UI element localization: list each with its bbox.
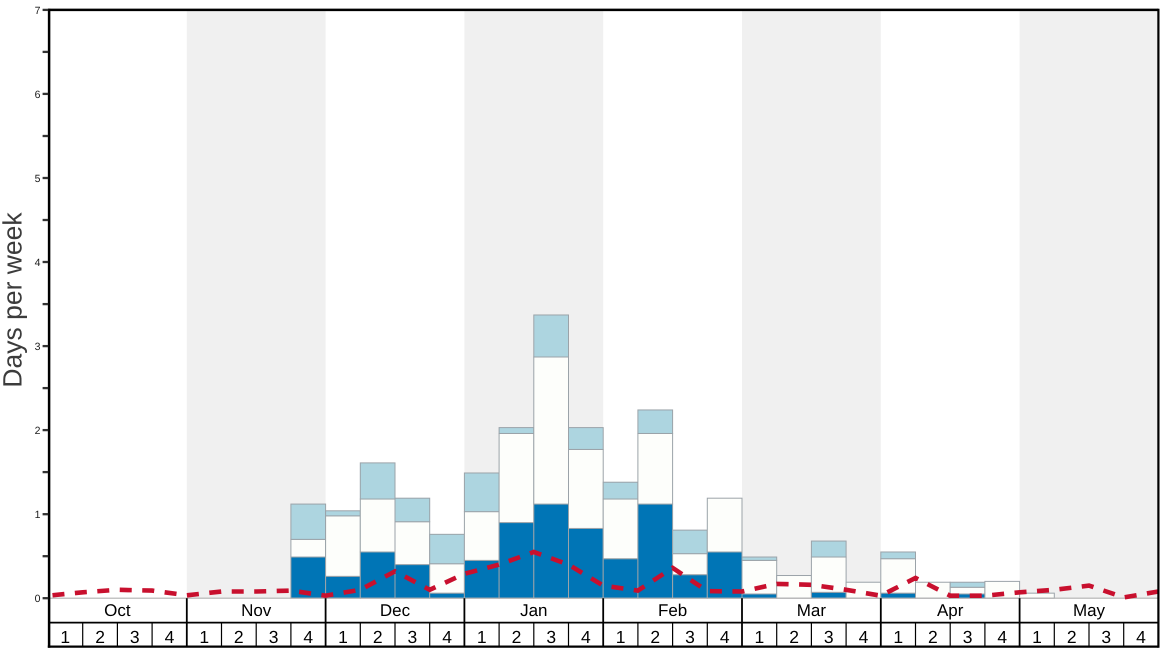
svg-text:4: 4 (442, 627, 452, 647)
svg-text:3: 3 (963, 627, 973, 647)
svg-text:Oct: Oct (104, 601, 131, 620)
svg-text:1: 1 (60, 627, 70, 647)
svg-text:1: 1 (35, 509, 41, 521)
svg-text:2: 2 (928, 627, 938, 647)
svg-text:4: 4 (997, 627, 1007, 647)
svg-text:5: 5 (35, 173, 41, 185)
svg-text:Jan: Jan (520, 601, 547, 620)
svg-text:4: 4 (720, 627, 730, 647)
svg-text:1: 1 (199, 627, 209, 647)
svg-text:1: 1 (477, 627, 487, 647)
svg-text:7: 7 (35, 5, 41, 17)
svg-text:0: 0 (35, 593, 41, 605)
svg-text:4: 4 (165, 627, 175, 647)
svg-text:Mar: Mar (797, 601, 827, 620)
svg-text:2: 2 (35, 425, 41, 437)
svg-text:3: 3 (408, 627, 418, 647)
svg-text:2: 2 (95, 627, 105, 647)
svg-text:4: 4 (1136, 627, 1146, 647)
svg-text:Days per week: Days per week (0, 212, 28, 388)
svg-text:1: 1 (755, 627, 765, 647)
svg-text:3: 3 (546, 627, 556, 647)
svg-text:4: 4 (859, 627, 869, 647)
svg-text:Dec: Dec (380, 601, 411, 620)
svg-text:2: 2 (373, 627, 383, 647)
svg-text:3: 3 (824, 627, 834, 647)
svg-text:3: 3 (685, 627, 695, 647)
svg-text:2: 2 (512, 627, 522, 647)
svg-text:6: 6 (35, 89, 41, 101)
svg-text:3: 3 (1101, 627, 1111, 647)
svg-text:4: 4 (581, 627, 591, 647)
svg-text:May: May (1073, 601, 1106, 620)
svg-text:3: 3 (130, 627, 140, 647)
svg-text:1: 1 (893, 627, 903, 647)
svg-text:Nov: Nov (241, 601, 272, 620)
svg-text:Apr: Apr (937, 601, 964, 620)
svg-text:1: 1 (338, 627, 348, 647)
svg-text:3: 3 (269, 627, 279, 647)
svg-text:4: 4 (303, 627, 313, 647)
svg-text:Feb: Feb (658, 601, 687, 620)
svg-text:2: 2 (650, 627, 660, 647)
svg-text:1: 1 (616, 627, 626, 647)
svg-text:2: 2 (1067, 627, 1077, 647)
svg-text:1: 1 (1032, 627, 1042, 647)
svg-text:2: 2 (789, 627, 799, 647)
svg-text:2: 2 (234, 627, 244, 647)
svg-text:3: 3 (35, 341, 41, 353)
svg-text:4: 4 (35, 257, 41, 269)
